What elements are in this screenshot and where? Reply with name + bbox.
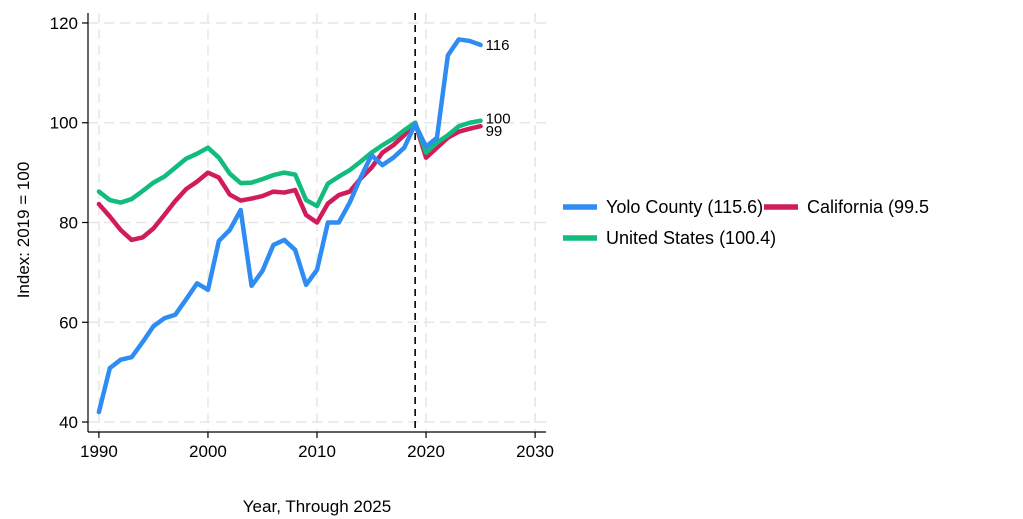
end-label-california-99-5: 99 (486, 123, 503, 140)
x-tick-label-2030: 2030 (516, 442, 554, 461)
x-tick-label-2010: 2010 (298, 442, 336, 461)
x-axis-title: Year, Through 2025 (243, 497, 391, 516)
x-tick-label-2020: 2020 (407, 442, 445, 461)
x-tick-label-2000: 2000 (189, 442, 227, 461)
y-axis-title: Index: 2019 = 100 (14, 162, 33, 299)
y-tick-label-120: 120 (50, 14, 78, 33)
legend: Yolo County (115.6) California (99.5 Unite… (563, 197, 929, 248)
y-tick-label-100: 100 (50, 114, 78, 133)
legend-label-united-states-100-4: United States (100.4) (606, 228, 776, 248)
y-tick-label-80: 80 (59, 214, 78, 233)
legend-label-yolo-county-115-6: Yolo County (115.6) (606, 197, 763, 217)
legend-label-california-99-5: California (99.5 (807, 197, 929, 217)
end-label-united-states-100-4: 100 (486, 111, 511, 128)
series-group (96, 37, 483, 415)
axes: 40 60 80 100 120 1990 2000 2010 2020 2030 (50, 13, 554, 461)
end-label-yolo-county-115-6: 116 (486, 37, 510, 54)
y-tick-label-60: 60 (59, 313, 78, 332)
series-line-yolo-county-115-6 (96, 37, 483, 415)
y-tick-label-40: 40 (59, 413, 78, 432)
x-tick-label-1990: 1990 (80, 442, 118, 461)
